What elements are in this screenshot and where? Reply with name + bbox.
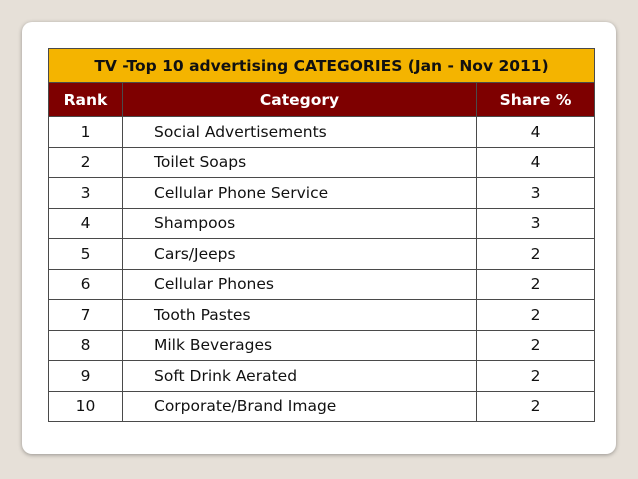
rank-cell: 6 <box>48 268 123 300</box>
table-title-row: TV -Top 10 advertising CATEGORIES (Jan -… <box>48 48 595 83</box>
table-row: 5 Cars/Jeeps 2 <box>48 238 595 270</box>
category-cell: Corporate/Brand Image <box>122 390 477 422</box>
rank-cell: 5 <box>48 238 123 270</box>
table-row: 10 Corporate/Brand Image 2 <box>48 390 595 422</box>
share-cell: 2 <box>476 360 595 392</box>
rank-cell: 7 <box>48 299 123 331</box>
table-header-row: Rank Category Share % <box>48 82 595 117</box>
rank-cell: 2 <box>48 146 123 178</box>
category-cell: Cellular Phone Service <box>122 177 477 209</box>
rank-cell: 1 <box>48 116 123 148</box>
table-row: 3 Cellular Phone Service 3 <box>48 177 595 209</box>
table-row: 8 Milk Beverages 2 <box>48 329 595 361</box>
share-cell: 2 <box>476 299 595 331</box>
category-cell: Cellular Phones <box>122 268 477 300</box>
rank-cell: 8 <box>48 329 123 361</box>
table-title: TV -Top 10 advertising CATEGORIES (Jan -… <box>48 48 595 83</box>
share-cell: 3 <box>476 177 595 209</box>
slide-card: TV -Top 10 advertising CATEGORIES (Jan -… <box>22 22 616 454</box>
share-cell: 4 <box>476 146 595 178</box>
share-cell: 2 <box>476 238 595 270</box>
share-cell: 4 <box>476 116 595 148</box>
column-header-rank: Rank <box>48 82 123 117</box>
category-cell: Social Advertisements <box>122 116 477 148</box>
rank-cell: 3 <box>48 177 123 209</box>
category-cell: Toilet Soaps <box>122 146 477 178</box>
category-cell: Shampoos <box>122 207 477 239</box>
category-cell: Milk Beverages <box>122 329 477 361</box>
share-cell: 2 <box>476 268 595 300</box>
advertising-categories-table: TV -Top 10 advertising CATEGORIES (Jan -… <box>48 48 595 422</box>
table-row: 7 Tooth Pastes 2 <box>48 299 595 331</box>
share-cell: 2 <box>476 329 595 361</box>
rank-cell: 10 <box>48 390 123 422</box>
table-row: 6 Cellular Phones 2 <box>48 268 595 300</box>
table-row: 1 Social Advertisements 4 <box>48 116 595 148</box>
table-row: 4 Shampoos 3 <box>48 207 595 239</box>
category-cell: Tooth Pastes <box>122 299 477 331</box>
table-row: 2 Toilet Soaps 4 <box>48 146 595 178</box>
table-container: TV -Top 10 advertising CATEGORIES (Jan -… <box>48 48 595 448</box>
table-row: 9 Soft Drink Aerated 2 <box>48 360 595 392</box>
rank-cell: 9 <box>48 360 123 392</box>
category-cell: Cars/Jeeps <box>122 238 477 270</box>
column-header-share: Share % <box>476 82 595 117</box>
column-header-category: Category <box>122 82 477 117</box>
category-cell: Soft Drink Aerated <box>122 360 477 392</box>
share-cell: 2 <box>476 390 595 422</box>
share-cell: 3 <box>476 207 595 239</box>
rank-cell: 4 <box>48 207 123 239</box>
